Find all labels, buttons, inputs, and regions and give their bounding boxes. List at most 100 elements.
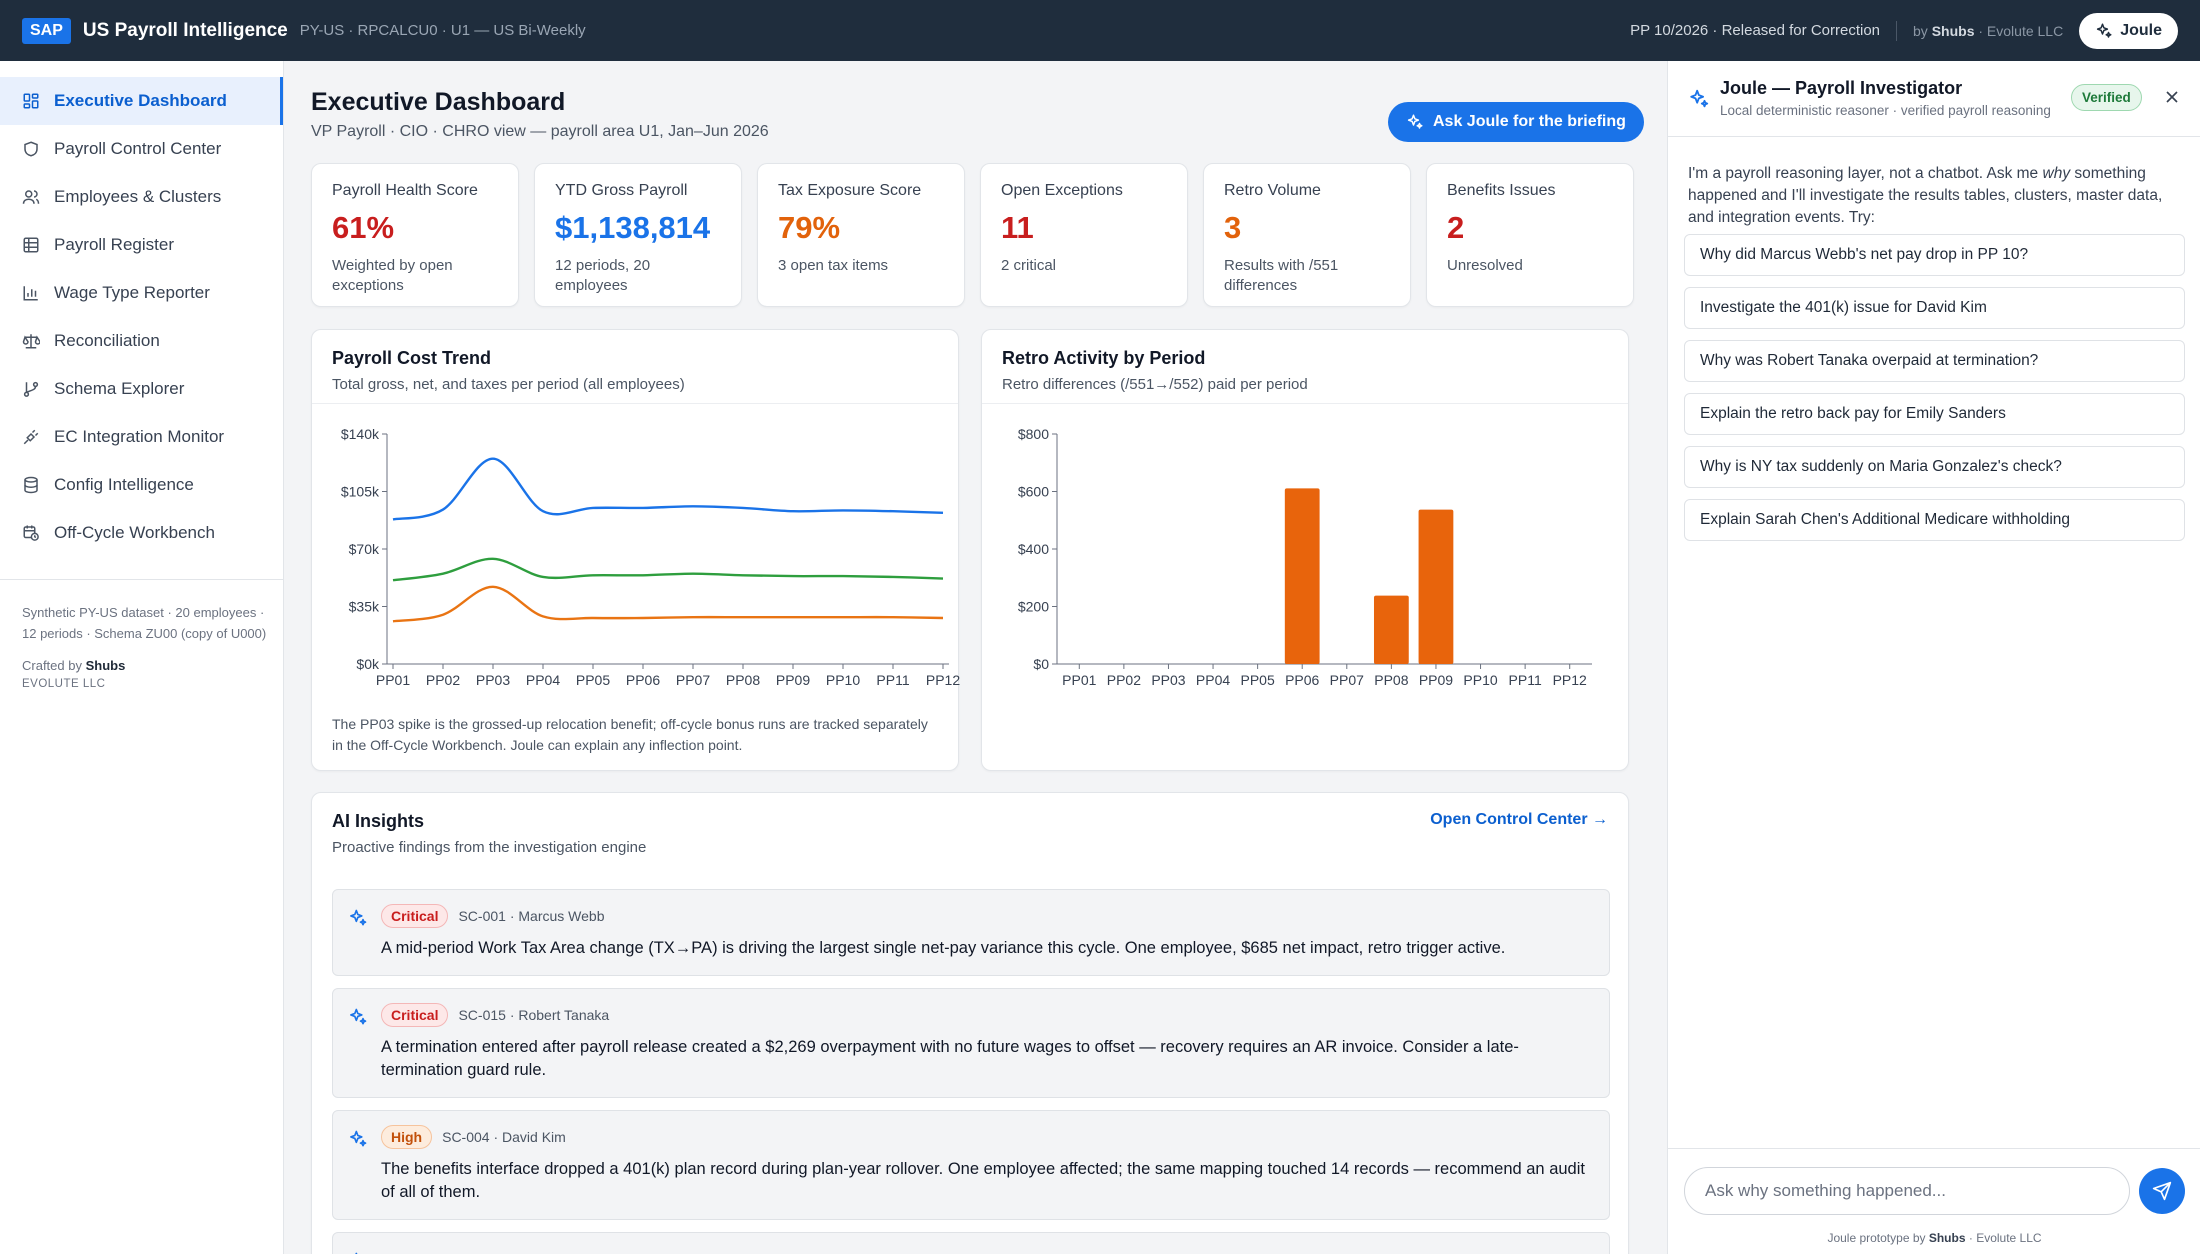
insight-text: A mid-period Work Tax Area change (TX→PA… — [381, 939, 1506, 957]
sidebar-item-schema-explorer[interactable]: Schema Explorer — [0, 365, 283, 413]
kpi-note: Unresolved — [1447, 257, 1523, 274]
insight-header: Critical SC-001 · Marcus Webb — [381, 904, 604, 928]
kpi-value: 79% — [778, 210, 841, 245]
sidebar-item-wage-type-reporter[interactable]: Wage Type Reporter — [0, 269, 283, 317]
scale-icon — [22, 334, 40, 349]
y-tick-label: $140k — [341, 426, 380, 442]
sidebar-footer: Synthetic PY-US dataset · 20 employees ·… — [0, 579, 283, 690]
card-header: Payroll Cost Trend Total gross, net, and… — [312, 330, 958, 404]
kpi-open-exceptions[interactable]: Open Exceptions 11 2 critical — [980, 163, 1188, 307]
retro-activity-card: Retro Activity by Period Retro differenc… — [981, 329, 1629, 771]
joule-panel: Joule — Payroll Investigator Local deter… — [1667, 61, 2200, 1254]
kpi-value: 3 — [1224, 210, 1242, 245]
x-tick-label: PP04 — [1196, 672, 1230, 688]
calendar-clock-icon — [23, 525, 39, 541]
suggested-prompt[interactable]: Explain the retro back pay for Emily San… — [1684, 393, 2185, 435]
x-tick-label: PP02 — [426, 672, 460, 688]
sidebar-item-employees-clusters[interactable]: Employees & Clusters — [0, 173, 283, 221]
x-tick-label: PP06 — [626, 672, 660, 688]
git-branch-icon — [23, 381, 39, 397]
joule-toggle-button[interactable]: Joule — [2079, 12, 2178, 49]
insight-reference: SC-001 · Marcus Webb — [458, 908, 605, 924]
payroll-cost-trend-chart: $0k $35k $70k $105k $140k PP01 PP02 PP03 PP04 PP0… — [341, 426, 960, 688]
kpi-retro-volume[interactable]: Retro Volume 3 Results with /551 differe… — [1203, 163, 1411, 307]
x-tick-label: PP12 — [1553, 672, 1587, 688]
x-tick-label: PP06 — [1285, 672, 1319, 688]
kpi-label: Benefits Issues — [1447, 182, 1556, 199]
x-tick-label: PP11 — [876, 672, 909, 688]
sparkle-icon — [350, 909, 367, 926]
sidebar-item-label: Employees & Clusters — [54, 187, 222, 206]
joule-question-input[interactable] — [1684, 1167, 2130, 1215]
sidebar-item-config-intelligence[interactable]: Config Intelligence — [0, 461, 283, 509]
severity-badge: Critical — [381, 1003, 449, 1027]
kpi-value: 2 — [1447, 210, 1465, 245]
kpi-payroll-health[interactable]: Payroll Health Score 61% Weighted by ope… — [311, 163, 519, 307]
kpi-note: Results with /551 differences — [1224, 257, 1339, 294]
prototype-credit: Joule prototype by Shubs · Evolute LLC — [1827, 1231, 2042, 1245]
kpi-benefits-issues[interactable]: Benefits Issues 2 Unresolved — [1426, 163, 1634, 307]
sidebar-item-payroll-control-center[interactable]: Payroll Control Center — [0, 125, 283, 173]
sidebar-item-ec-integration-monitor[interactable]: EC Integration Monitor — [0, 413, 283, 461]
suggested-prompt[interactable]: Investigate the 401(k) issue for David K… — [1684, 287, 2185, 329]
suggested-prompt[interactable]: Explain Sarah Chen's Additional Medicare… — [1684, 499, 2185, 541]
verified-badge: Verified — [2071, 84, 2142, 111]
x-tick-label: PP03 — [476, 672, 510, 688]
kpi-label: Tax Exposure Score — [778, 182, 922, 199]
shield-icon — [24, 141, 38, 157]
insight-item[interactable]: High SC-004 · David Kim The benefits int… — [332, 1110, 1610, 1220]
top-bar-right: PP 10/2026 · Released for Correction by … — [1630, 12, 2178, 49]
joule-composer: Joule prototype by Shubs · Evolute LLC — [1668, 1148, 2200, 1254]
kpi-ytd-gross[interactable]: YTD Gross Payroll $1,138,814 12 periods,… — [534, 163, 742, 307]
insight-text: The benefits interface dropped a 401(k) … — [381, 1160, 1585, 1201]
table-icon — [23, 237, 39, 253]
severity-badge: Critical — [381, 904, 449, 928]
plug-icon — [23, 429, 39, 445]
close-icon[interactable] — [2162, 87, 2182, 107]
insight-item[interactable]: Critical SC-015 · Robert Tanaka A termin… — [332, 988, 1610, 1098]
suggested-prompt[interactable]: Why was Robert Tanaka overpaid at termin… — [1684, 340, 2185, 382]
open-control-center-link[interactable]: Open Control Center → — [1430, 811, 1608, 828]
org-name: EVOLUTE LLC — [22, 678, 106, 690]
insight-text: A termination entered after payroll rele… — [381, 1038, 1519, 1079]
sidebar-item-off-cycle-workbench[interactable]: Off-Cycle Workbench — [0, 509, 283, 557]
crafted-by: Crafted by Shubs — [22, 658, 126, 673]
x-tick-label: PP03 — [1151, 672, 1185, 688]
card-subtitle: Proactive findings from the investigatio… — [332, 839, 647, 856]
joule-subtitle: Local deterministic reasoner · verified … — [1720, 103, 2051, 118]
send-button[interactable] — [2139, 1168, 2185, 1214]
sidebar-item-payroll-register[interactable]: Payroll Register — [0, 221, 283, 269]
insight-header: High SC-004 · David Kim — [381, 1125, 566, 1149]
x-tick-label: PP05 — [1241, 672, 1275, 688]
suggested-prompt[interactable]: Why did Marcus Webb's net pay drop in PP… — [1684, 234, 2185, 276]
series-line-2 — [392, 557, 944, 582]
dataset-note: Synthetic PY-US dataset · 20 employees ·… — [22, 605, 267, 641]
ask-joule-briefing-button[interactable]: Ask Joule for the briefing — [1388, 102, 1644, 142]
sidebar-item-label: Payroll Register — [54, 235, 174, 254]
x-tick-label: PP12 — [926, 672, 960, 688]
app-title: US Payroll Intelligence — [82, 19, 288, 41]
bar-pp09 — [1418, 509, 1454, 664]
sidebar-item-label: Payroll Control Center — [54, 139, 222, 158]
kpi-label: Payroll Health Score — [332, 182, 478, 199]
sparkle-icon — [350, 1130, 367, 1147]
kpi-tax-exposure[interactable]: Tax Exposure Score 79% 3 open tax items — [757, 163, 965, 307]
sidebar-item-reconciliation[interactable]: Reconciliation — [0, 317, 283, 365]
app-context: PY-US · RPCALCU0 · U1 — US Bi-Weekly — [299, 22, 586, 39]
joule-header: Joule — Payroll Investigator Local deter… — [1668, 61, 2200, 137]
suggested-prompt[interactable]: Why is NY tax suddenly on Maria Gonzalez… — [1684, 446, 2185, 488]
main-content: Executive Dashboard VP Payroll · CIO · C… — [285, 61, 1667, 1254]
x-tick-label: PP01 — [1062, 672, 1096, 688]
sidebar-item-executive-dashboard[interactable]: Executive Dashboard — [0, 77, 283, 125]
x-tick-label: PP10 — [1463, 672, 1497, 688]
chart-footnote: The PP03 spike is the grossed-up relocat… — [332, 716, 928, 753]
top-bar: SAP US Payroll Intelligence PY-US · RPCA… — [0, 0, 2200, 61]
attribution: by Shubs · Evolute LLC — [1913, 22, 2064, 39]
insight-item[interactable]: Critical SC-001 · Marcus Webb A mid-peri… — [332, 889, 1610, 976]
sidebar: Executive Dashboard Payroll Control Cent… — [0, 61, 284, 1254]
x-tick-label: PP08 — [726, 672, 760, 688]
bar-pp06 — [1284, 488, 1320, 664]
insight-item[interactable] — [332, 1232, 1610, 1254]
x-tick-label: PP07 — [1330, 672, 1364, 688]
send-icon — [2152, 1181, 2172, 1201]
